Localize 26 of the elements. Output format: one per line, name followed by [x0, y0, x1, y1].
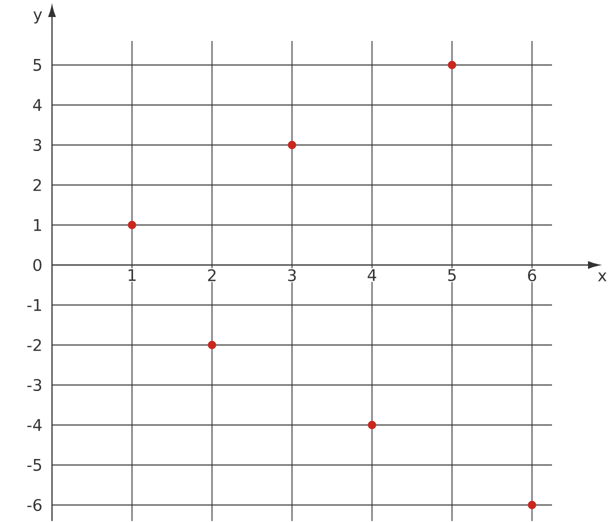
x-tick-label: 4: [368, 269, 376, 281]
y-tick-label: 4: [33, 99, 42, 111]
x-tick-label: 6: [528, 269, 536, 282]
point: [448, 60, 456, 70]
y-tick-label: 2: [33, 179, 41, 191]
x-tick-label: 5: [448, 269, 456, 282]
y-tick-label: 0: [33, 258, 42, 272]
point: [528, 500, 536, 510]
point: [288, 140, 296, 150]
x-tick-label: 2: [208, 269, 216, 282]
y-tick-label: 1: [34, 219, 41, 231]
point: [368, 420, 376, 430]
x-axis-title: x: [598, 272, 606, 282]
y-tick-label: 3: [34, 138, 42, 152]
x-tick-label: 1: [128, 269, 136, 281]
y-axis-title: y: [33, 11, 42, 24]
point: [128, 220, 136, 230]
y-tick-label: -6: [27, 498, 42, 512]
y-tick-label: -1: [27, 299, 41, 311]
y-tick-label: -3: [27, 378, 42, 392]
y-tick-label: -5: [27, 459, 42, 471]
x-tick-label: 3: [288, 269, 296, 282]
y-tick-label: -4: [27, 419, 42, 431]
point: [208, 340, 216, 350]
y-tick-label: -2: [27, 339, 41, 351]
y-tick-label: 5: [34, 59, 42, 71]
